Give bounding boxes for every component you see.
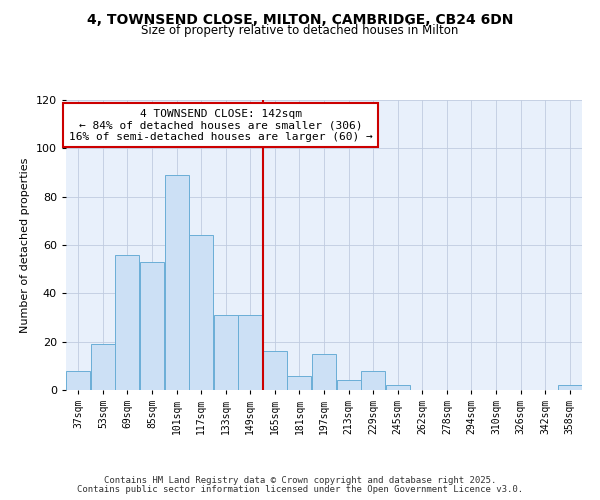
Bar bbox=[287, 376, 311, 390]
Bar bbox=[214, 315, 238, 390]
Bar bbox=[557, 385, 582, 390]
Bar bbox=[91, 344, 115, 390]
Text: 4, TOWNSEND CLOSE, MILTON, CAMBRIDGE, CB24 6DN: 4, TOWNSEND CLOSE, MILTON, CAMBRIDGE, CB… bbox=[87, 12, 513, 26]
Bar bbox=[164, 175, 188, 390]
Bar bbox=[115, 254, 139, 390]
Bar bbox=[361, 370, 385, 390]
Bar bbox=[312, 354, 336, 390]
Bar bbox=[386, 385, 410, 390]
Bar bbox=[337, 380, 361, 390]
Bar bbox=[140, 262, 164, 390]
Text: Size of property relative to detached houses in Milton: Size of property relative to detached ho… bbox=[142, 24, 458, 37]
Text: 4 TOWNSEND CLOSE: 142sqm
← 84% of detached houses are smaller (306)
16% of semi-: 4 TOWNSEND CLOSE: 142sqm ← 84% of detach… bbox=[69, 108, 373, 142]
Text: Contains HM Land Registry data © Crown copyright and database right 2025.: Contains HM Land Registry data © Crown c… bbox=[104, 476, 496, 485]
Y-axis label: Number of detached properties: Number of detached properties bbox=[20, 158, 30, 332]
Bar bbox=[238, 315, 262, 390]
Text: Contains public sector information licensed under the Open Government Licence v3: Contains public sector information licen… bbox=[77, 485, 523, 494]
Bar bbox=[66, 370, 91, 390]
Bar bbox=[189, 236, 213, 390]
Bar bbox=[263, 352, 287, 390]
